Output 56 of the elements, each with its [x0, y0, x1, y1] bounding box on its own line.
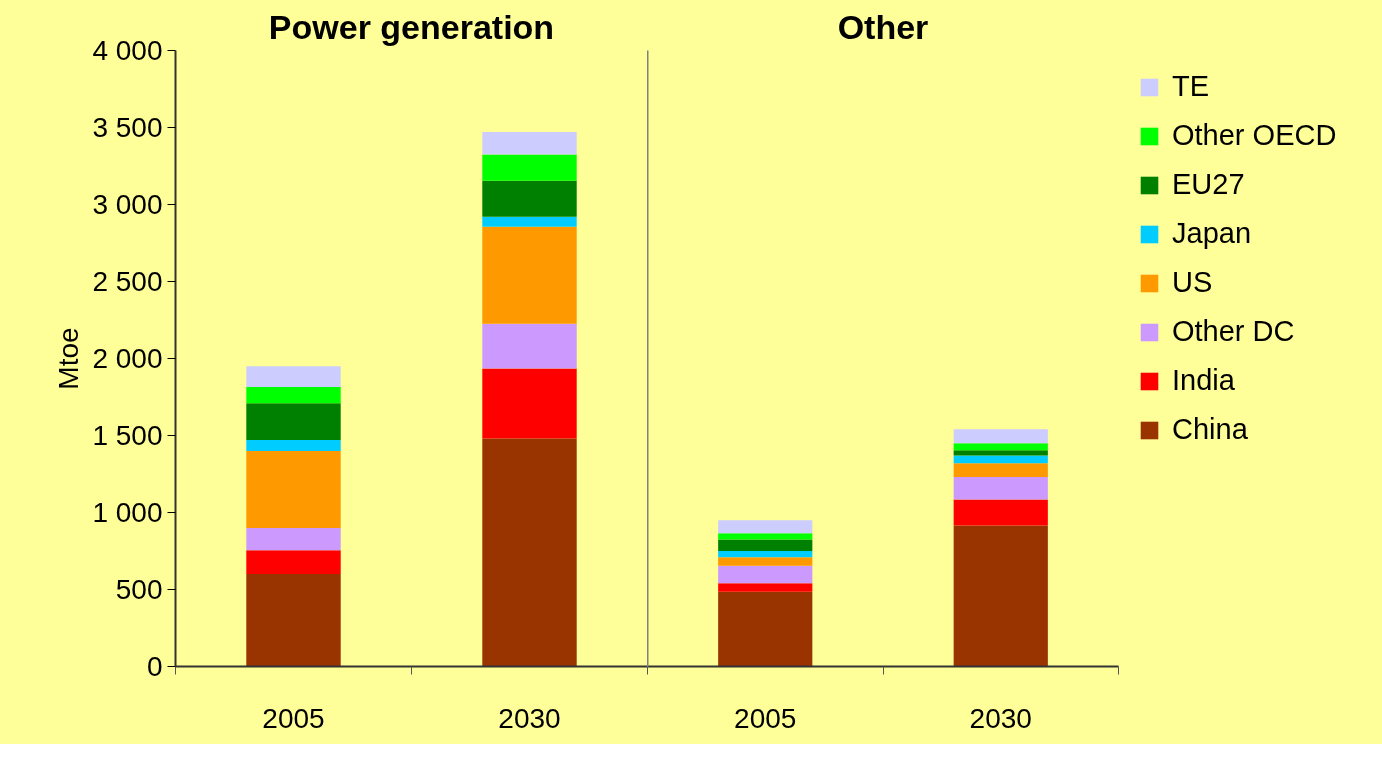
bar — [246, 574, 341, 667]
bar — [482, 216, 577, 227]
bar — [953, 450, 1048, 456]
bar — [246, 403, 341, 441]
x-tick-label: 2030 — [498, 702, 561, 734]
bar — [953, 463, 1048, 478]
legend-label: US — [1172, 266, 1213, 299]
bar — [718, 565, 813, 584]
legend-label: Japan — [1172, 217, 1252, 250]
bar — [953, 443, 1048, 451]
bar — [953, 525, 1048, 667]
legend-label: EU27 — [1172, 168, 1245, 201]
bar — [953, 429, 1048, 444]
legend-label: Other OECD — [1172, 119, 1337, 152]
y-tick-label: 3 000 — [92, 189, 163, 220]
bar — [246, 450, 341, 528]
bar — [482, 154, 577, 181]
bar — [718, 539, 813, 551]
bar — [482, 368, 577, 439]
bar — [953, 455, 1048, 464]
bar — [718, 583, 813, 592]
bar — [246, 527, 341, 551]
bar — [718, 533, 813, 540]
y-tick-label: 4 000 — [92, 35, 163, 66]
bar — [482, 438, 577, 667]
bar — [482, 226, 577, 324]
bar — [953, 499, 1048, 526]
y-tick-label: 500 — [115, 574, 163, 605]
bar — [246, 440, 341, 451]
legend-label: Other DC — [1172, 315, 1295, 348]
bar — [482, 180, 577, 217]
y-tick-label: 0 — [146, 651, 163, 682]
bar — [718, 591, 813, 667]
bar — [246, 366, 341, 387]
legend-label: TE — [1172, 70, 1210, 103]
bar — [482, 323, 577, 369]
y-axis-title: Mtoe — [53, 327, 85, 390]
bar — [718, 551, 813, 558]
x-tick-label: 2030 — [969, 702, 1032, 734]
y-tick-label: 1 000 — [92, 497, 163, 528]
chart-title: Other — [837, 7, 929, 46]
chart-title: Power generation — [268, 7, 555, 46]
legend-label: China — [1172, 413, 1248, 446]
bar — [246, 550, 341, 575]
bar — [718, 520, 813, 534]
y-tick-label: 2 500 — [92, 266, 163, 297]
x-tick-label: 2005 — [262, 702, 325, 734]
y-tick-label: 3 500 — [92, 112, 163, 143]
bar — [482, 132, 577, 155]
bar — [246, 386, 341, 404]
y-tick-label: 1 500 — [92, 420, 163, 451]
bar — [953, 477, 1048, 500]
bar — [718, 557, 813, 566]
legend-label: India — [1172, 364, 1235, 397]
y-tick-label: 2 000 — [92, 343, 163, 374]
x-tick-label: 2005 — [734, 702, 797, 734]
